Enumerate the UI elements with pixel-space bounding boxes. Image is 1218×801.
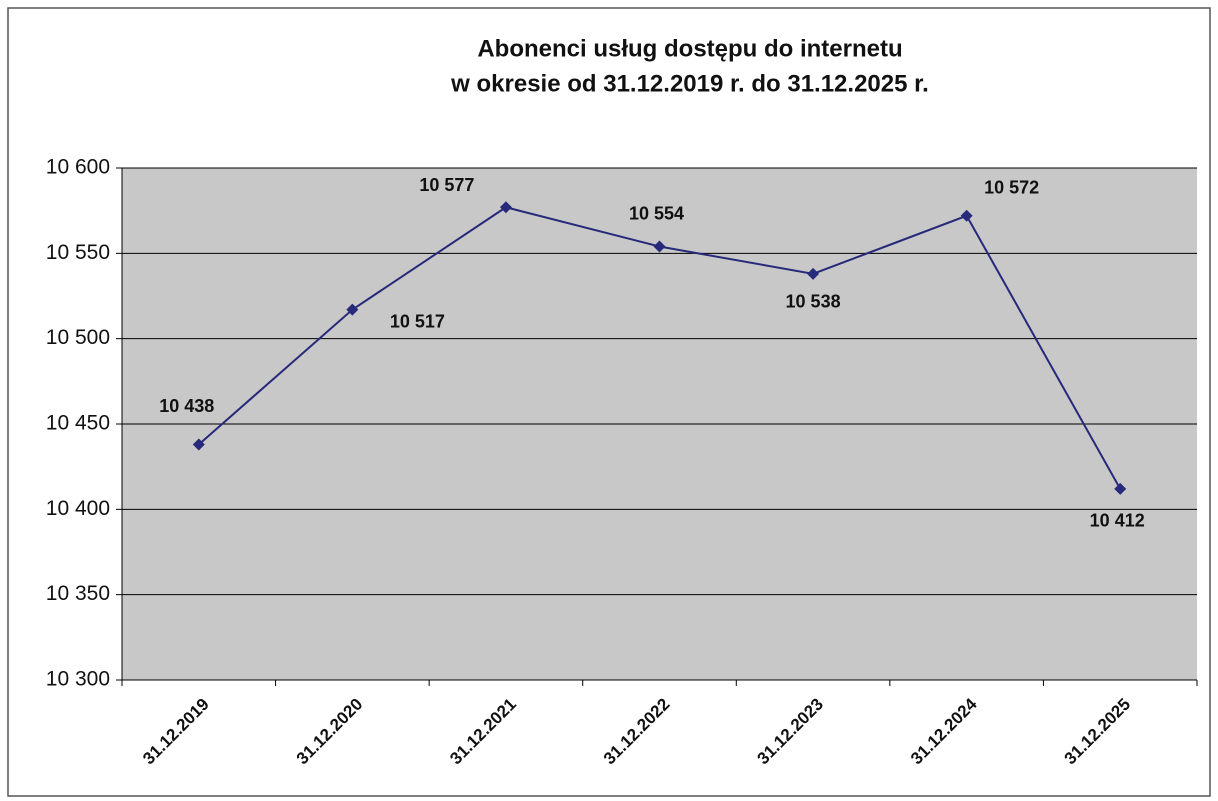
data-point: [653, 240, 666, 253]
data-label: 10 412: [1090, 511, 1145, 531]
data-point: [346, 303, 359, 316]
data-label: 10 538: [786, 292, 841, 312]
data-point: [499, 201, 512, 214]
data-point: [960, 209, 973, 222]
y-tick-label: 10 600: [46, 156, 110, 179]
chart-title: w okresie od 31.12.2019 r. do 31.12.2025…: [450, 70, 929, 97]
y-tick-label: 10 400: [46, 497, 110, 520]
y-tick-label: 10 550: [46, 241, 110, 264]
data-label: 10 572: [984, 178, 1039, 198]
y-tick-label: 10 450: [46, 412, 110, 435]
data-label: 10 517: [390, 311, 445, 331]
y-tick-label: 10 350: [46, 582, 110, 605]
y-tick-label: 10 300: [46, 668, 110, 691]
y-tick-label: 10 500: [46, 326, 110, 349]
data-label: 10 438: [159, 396, 214, 416]
data-point: [192, 438, 205, 451]
chart-title: Abonenci usług dostępu do internetu: [477, 35, 902, 62]
data-label: 10 554: [629, 203, 684, 223]
data-point: [807, 267, 820, 280]
data-point: [1114, 482, 1127, 495]
data-label: 10 577: [419, 175, 474, 195]
